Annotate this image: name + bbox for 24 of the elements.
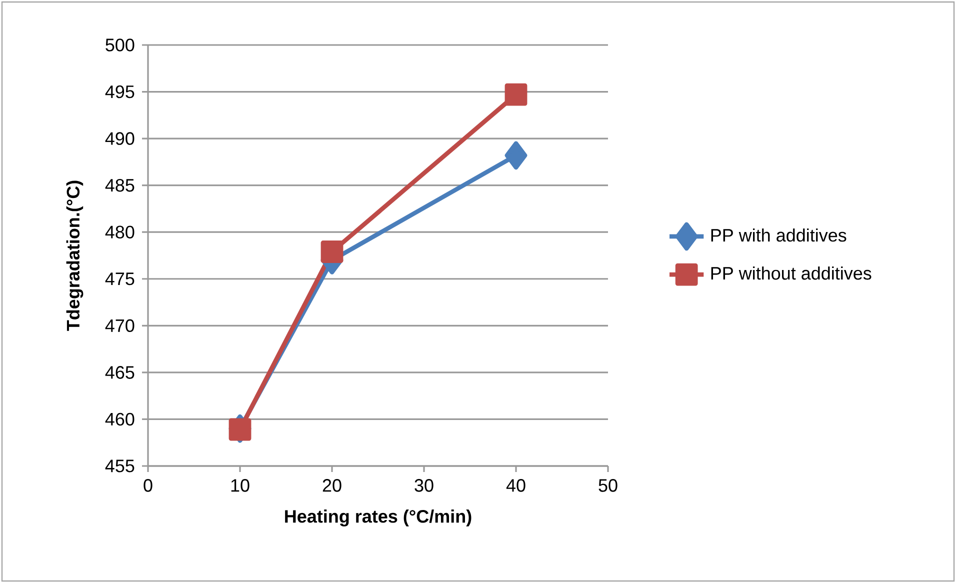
x-axis-title: Heating rates (°C/min) [285,510,472,526]
x-tick-label: 50 [598,479,618,492]
y-tick-label: 495 [105,85,134,98]
y-tick-label: 485 [105,178,134,192]
y-tick-label: 500 [106,38,134,52]
x-tick-label: 40 [506,479,526,492]
y-tick-label: 460 [105,412,134,426]
point [504,83,528,106]
point [228,418,252,441]
legend-label: PP without additives [711,266,872,280]
x-tick-label: 0 [144,479,152,492]
y-axis-title: Tdegradation.(°C) [66,180,84,331]
x-tick-label: 20 [322,479,342,492]
y-tick-label: 480 [105,226,134,238]
x-tick-label: 10 [231,479,250,492]
point [320,240,344,263]
legend-label: PP with additives [711,228,846,242]
y-tick-label: 455 [105,460,134,472]
y-tick-label: 470 [105,319,134,332]
y-tick-label: 475 [105,272,134,286]
y-tick-label: 490 [105,132,134,145]
point [504,141,528,170]
y-tick-label: 465 [105,366,134,379]
x-tick-label: 30 [414,479,434,492]
